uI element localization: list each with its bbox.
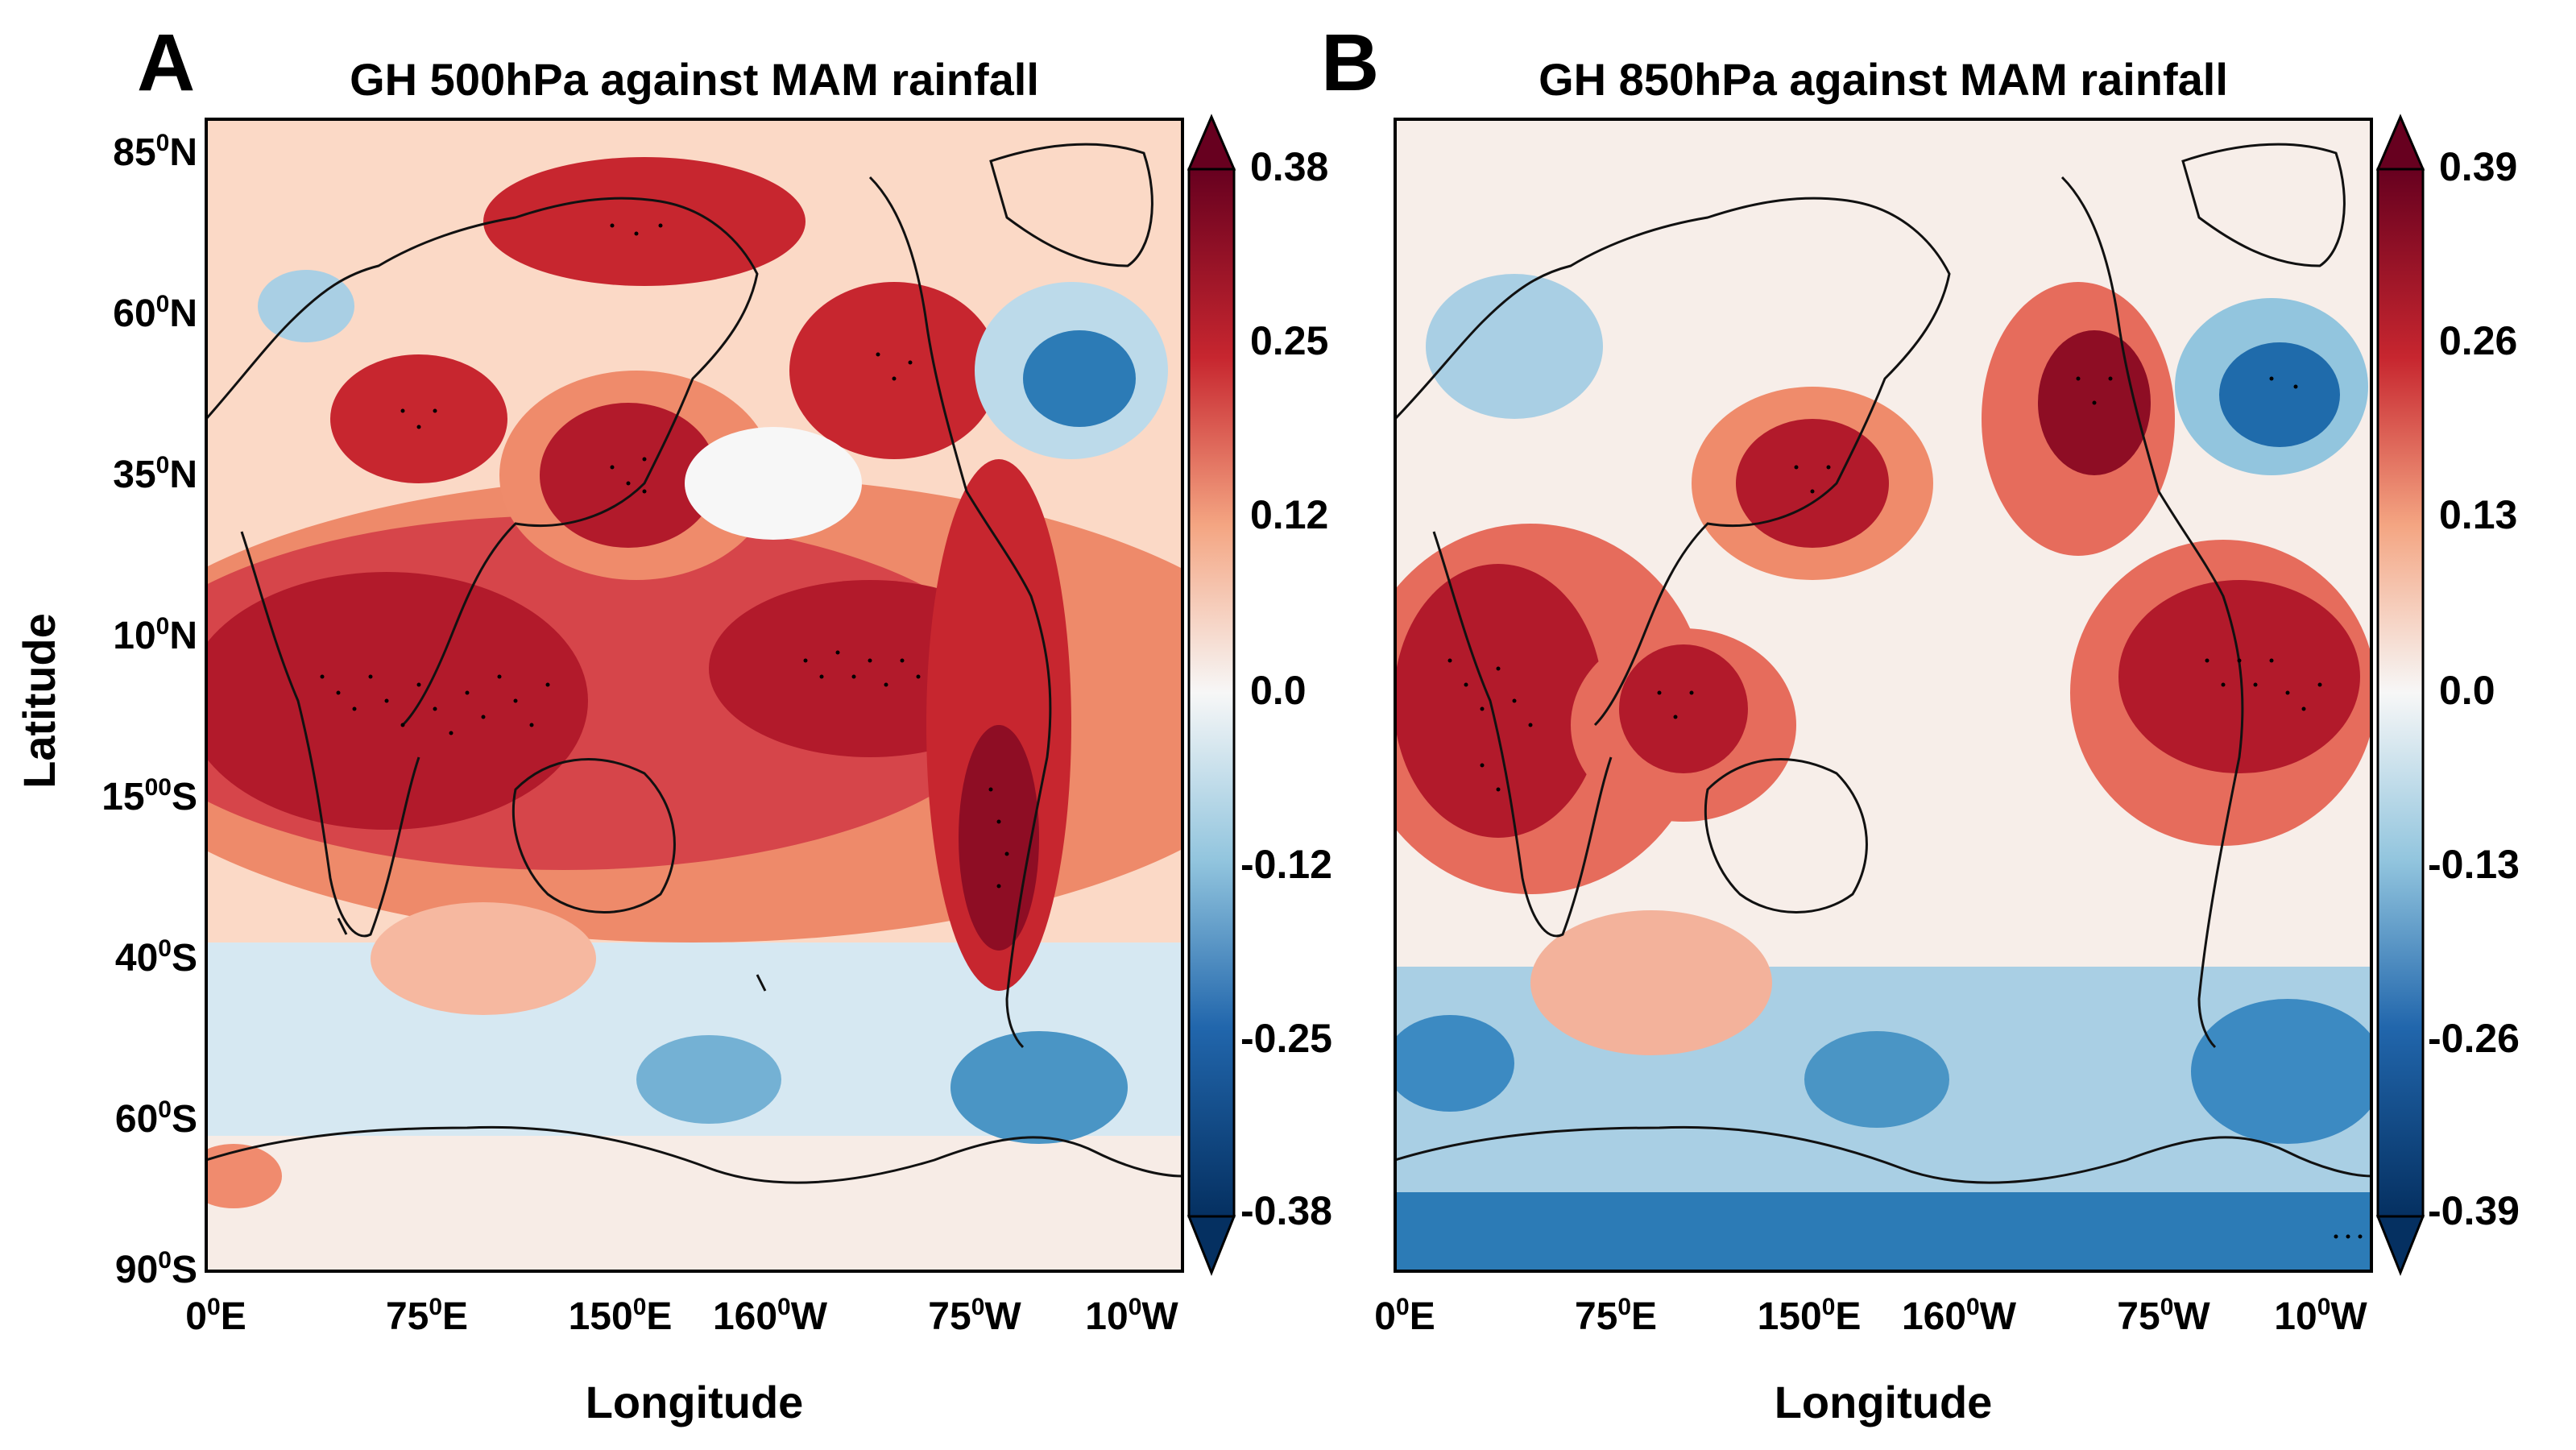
panel-a-north-pacific-high (540, 403, 717, 548)
panel-a-cbar-tick-1: 0.25 (1250, 318, 1328, 363)
panel-b-europe-low (1426, 274, 1603, 419)
panel-a-southern-mid-positive (371, 902, 596, 1015)
panel-a-ytick-label-3: 100N (113, 613, 197, 657)
panel-b-antarctic-negative (1395, 1192, 2371, 1271)
panel-a-colorbar-extend-top (1187, 114, 1236, 171)
panel-a-xtick-label-0: 00E (185, 1294, 246, 1338)
panel-a-ytick-label-6: 600S (115, 1096, 197, 1141)
panel-a-title: GH 500hPa against MAM rainfall (350, 54, 1039, 105)
panel-a-south-atlantic-low (950, 1031, 1128, 1144)
panel-b-letter: B (1321, 18, 1379, 108)
panel-a-ytick-label-5: 400S (115, 935, 197, 980)
panel-b-xtick-label-3: 1600W (1902, 1294, 2017, 1338)
panel-a-stippling (320, 223, 1009, 889)
panel-a-xtick-label-2: 1500E (569, 1294, 673, 1338)
panel-a-frame (205, 118, 1184, 1273)
panel-b-cbar-tick-0: 0.39 (2439, 144, 2517, 189)
y-axis-label: Latitude (14, 613, 64, 789)
panel-b-cbar-tick-5: -0.26 (2428, 1016, 2520, 1061)
panel-b-south-pacific-low (1804, 1031, 1949, 1128)
panel-b-south-west-low (1395, 1015, 1514, 1112)
panel-a-xtick-label-4: 750W (928, 1294, 1021, 1338)
panel-b-south-atlantic-low (2191, 999, 2371, 1144)
panel-a-south-pacific-low (636, 1035, 781, 1124)
panel-a-xtick-label-3: 1600W (713, 1294, 828, 1338)
panel-a-colorbar-bar (1187, 168, 1236, 1218)
panel-b-africa-core (1395, 564, 1603, 838)
panel-a-colorbar-extend-bottom (1187, 1215, 1236, 1277)
panel-b-cbar-tick-4: -0.13 (2428, 842, 2520, 887)
panel-b-stippling (1447, 376, 2363, 1239)
panel-a-ytick-label-2: 350N (113, 452, 197, 496)
panel-a-xtick-label-5: 100W (1085, 1294, 1178, 1338)
panel-a: A GH 500hPa against MAM rainfall (101, 18, 1332, 1427)
panel-b-southern-pos (1530, 910, 1772, 1055)
panel-b: B GH 850hPa against MAM rainfall (1321, 18, 2520, 1427)
panel-a-colorbar: 0.38 0.25 0.12 0.0 -0.12 -0.25 -0.38 (1187, 114, 1332, 1277)
panel-b-cbar-tick-3: 0.0 (2439, 668, 2495, 713)
panel-a-ytick-label-1: 600N (113, 291, 197, 335)
panel-b-xtick-label-2: 1500E (1758, 1294, 1862, 1338)
panel-a-ytick-label-4: 1500S (101, 774, 197, 818)
panel-a-south-america-core (959, 725, 1039, 951)
panel-b-x-axis: 00E 750E 1500E 1600W 750W 100W (1374, 1294, 2367, 1338)
panel-a-ytick-label-7: 900S (115, 1247, 197, 1291)
panel-a-antarctic-positive (206, 1144, 282, 1208)
panel-a-map (206, 119, 1182, 1271)
panel-b-title: GH 850hPa against MAM rainfall (1539, 54, 2228, 105)
panel-b-xtick-label-1: 750E (1575, 1294, 1657, 1338)
panel-a-xtick-label-1: 750E (386, 1294, 468, 1338)
panel-a-xlabel: Longitude (586, 1377, 804, 1427)
panel-b-cbar-tick-6: -0.39 (2428, 1188, 2520, 1233)
panel-a-letter: A (137, 18, 195, 108)
panel-a-atlantic-low (1023, 330, 1136, 427)
panel-b-americas-tropical-core (2118, 580, 2360, 773)
panel-b-xtick-label-5: 100W (2274, 1294, 2367, 1338)
panel-b-xtick-label-0: 00E (1374, 1294, 1435, 1338)
panel-a-cbar-tick-0: 0.38 (1250, 144, 1328, 189)
panel-a-arctic-positive (483, 157, 806, 286)
panel-a-x-axis: 00E 750E 1500E 1600W 750W 100W (185, 1294, 1178, 1338)
panel-a-pacific-pale (685, 427, 862, 540)
panel-a-tropical-core-west (206, 572, 588, 830)
panel-a-coastlines (206, 143, 1182, 1184)
panel-b-atlantic-low (2219, 342, 2340, 447)
panel-a-north-america-positive (789, 282, 999, 459)
panel-a-cbar-tick-6: -0.38 (1240, 1188, 1332, 1233)
panel-b-xlabel: Longitude (1775, 1377, 1993, 1427)
panel-a-cbar-tick-3: 0.0 (1250, 668, 1307, 713)
panel-a-ytick-label-0: 850N (113, 130, 197, 174)
panel-a-cbar-tick-5: -0.25 (1240, 1016, 1332, 1061)
panel-b-coastlines (1395, 143, 2371, 1184)
panel-b-xtick-label-4: 750W (2117, 1294, 2210, 1338)
panel-b-cbar-tick-2: 0.13 (2439, 492, 2517, 537)
panel-b-colorbar-extend-top (2375, 114, 2425, 171)
panel-b-colorbar-bar (2376, 168, 2425, 1218)
panel-b-cbar-tick-1: 0.26 (2439, 318, 2517, 363)
panel-a-asia-positive (330, 354, 507, 483)
panel-a-y-axis: 850N 600N 350N 100N 1500S 400S 600S 900S (101, 130, 197, 1291)
panel-b-frame (1394, 118, 2373, 1273)
panel-b-colorbar-extend-bottom (2375, 1215, 2425, 1277)
panel-b-colorbar: 0.39 0.26 0.13 0.0 -0.13 -0.26 -0.39 (2375, 114, 2520, 1277)
panel-b-map (1395, 119, 2371, 1271)
panel-a-cbar-tick-4: -0.12 (1240, 842, 1332, 887)
panel-b-north-pacific-high (1736, 419, 1889, 548)
panel-a-antarctic-weak (206, 1136, 1182, 1271)
panel-a-cbar-tick-2: 0.12 (1250, 492, 1328, 537)
panel-b-indian-core (1619, 644, 1748, 773)
